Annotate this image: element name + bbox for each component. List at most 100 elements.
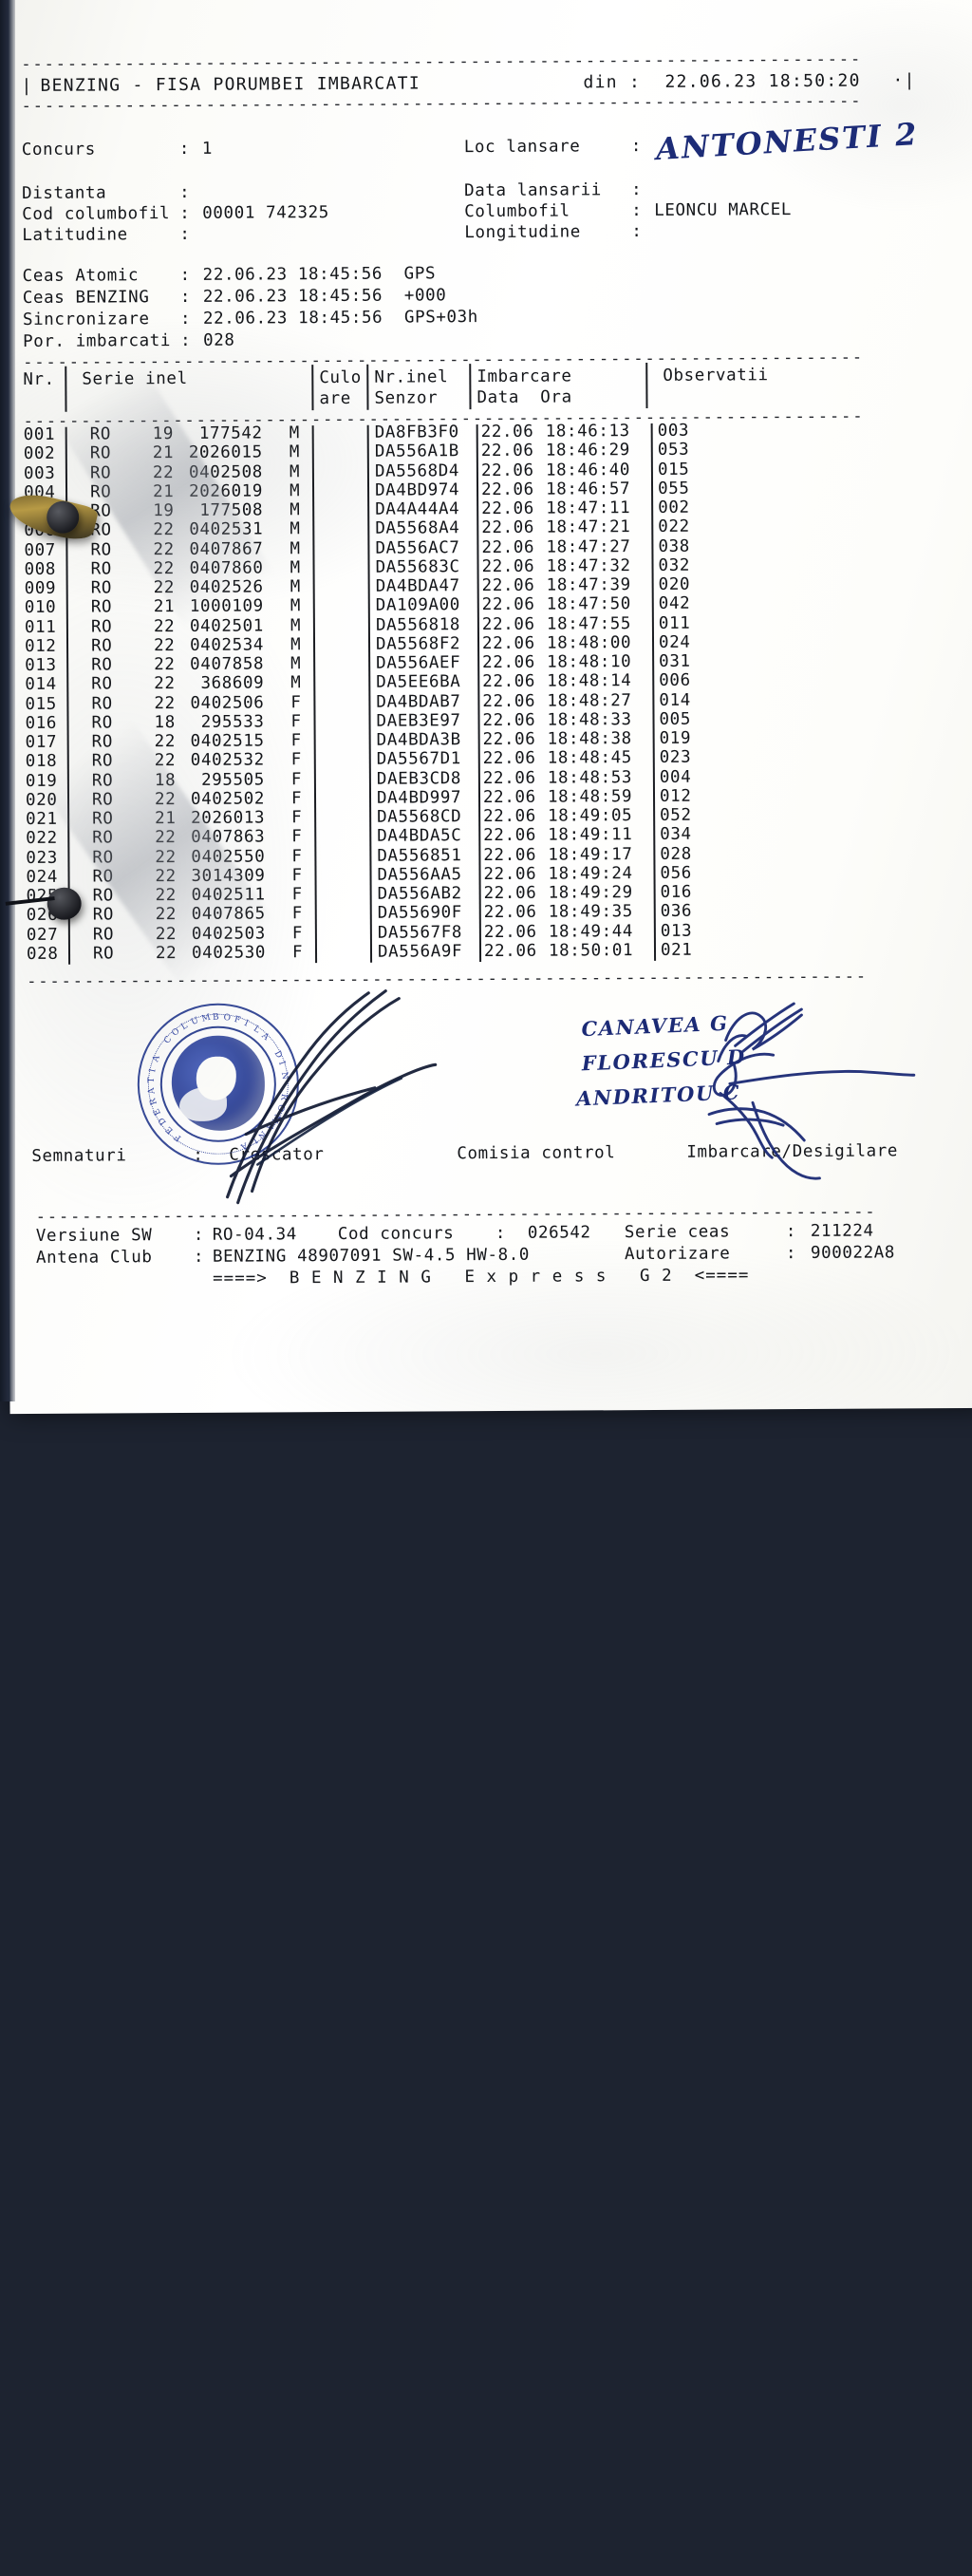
table-cell-country: RO — [91, 790, 114, 810]
col-sep-culoare — [311, 365, 314, 411]
table-cell-country: RO — [91, 674, 113, 694]
table-cell-ring: 0402530 — [191, 943, 267, 963]
table-cell-nr: 017 — [25, 732, 58, 752]
col-sep-senzor — [366, 364, 369, 410]
table-cell-data: 22.06 — [481, 633, 535, 653]
table-cell-country: RO — [91, 655, 113, 675]
table-cell-year: 18 — [154, 712, 176, 732]
field-sincronizare-value: 22.06.23 18:45:56 — [202, 308, 383, 329]
table-cell-senzor: DA4BD997 — [376, 787, 462, 808]
table-cell-sex: M — [290, 673, 302, 693]
table-cell-ring: 0402503 — [191, 923, 266, 944]
table-cell-country: RO — [89, 424, 112, 444]
table-cell-data: 22.06 — [483, 902, 537, 923]
table-cell-year: 22 — [155, 828, 177, 848]
table-cell-obs: 034 — [660, 824, 692, 845]
stamp-arc-char: O — [274, 1102, 287, 1114]
table-cell-sex: F — [291, 885, 303, 905]
title-bar-left-pipe: | — [21, 75, 33, 96]
handwritten-name-1: CANAVEA G — [581, 1010, 730, 1042]
table-cell-senzor: DA5568CD — [377, 807, 462, 827]
title-bar-right-pipe: ·| — [892, 70, 916, 91]
table-cell-obs: 002 — [658, 498, 690, 517]
footer-cod-concurs-sep: : — [495, 1223, 507, 1243]
table-cell-sex: F — [291, 827, 303, 847]
stamp-arc-char: T — [146, 1077, 157, 1083]
table-cell-senzor: DA5EE6BA — [376, 672, 461, 692]
footer-antena-club-label: Antena Club — [35, 1248, 153, 1268]
table-cell-senzor: DA556851 — [377, 845, 462, 866]
table-cell-nr: 024 — [26, 867, 59, 887]
document-body: ----------------------------------------… — [0, 0, 972, 1401]
field-columbofil-value: LEONCU MARCEL — [654, 200, 793, 220]
col-header-culoare-line2: are — [319, 388, 351, 409]
rule-above-footer: ----------------------------------------… — [35, 1202, 877, 1227]
table-cell-nr: 020 — [25, 790, 58, 810]
stamp-arc-char — [157, 1047, 166, 1054]
table-cell-data: 22.06 — [482, 671, 536, 692]
table-cell-year: 22 — [155, 924, 178, 944]
table-cell-ora: 18:46:29 — [545, 441, 630, 461]
table-cell-country: RO — [91, 713, 113, 733]
stamp-arc-char: A — [146, 1086, 158, 1095]
table-cell-data: 22.06 — [482, 652, 535, 673]
col-header-senzor-line1: Nr.inel — [374, 367, 449, 387]
table-cell-senzor: DA556818 — [375, 614, 461, 635]
table-cell-nr: 006 — [24, 521, 56, 541]
table-cell-nr: 005 — [24, 501, 56, 521]
table-cell-country: RO — [92, 924, 115, 945]
table-cell-country: RO — [90, 559, 112, 579]
table-cell-ring: 0402511 — [191, 885, 266, 905]
table-cell-sex: F — [291, 942, 304, 963]
table-cell-obs: 019 — [659, 728, 692, 748]
table-cell-ring: 0402526 — [189, 577, 264, 597]
table-cell-senzor: DA556A1B — [374, 442, 459, 461]
table-cell-nr: 016 — [25, 713, 58, 733]
stamp-arc-char: E — [163, 1123, 176, 1136]
table-cell-nr: 014 — [25, 675, 57, 695]
table-cell-country: RO — [92, 944, 115, 964]
stamp-arc-char: F — [172, 1131, 183, 1143]
stamp-arc-char: O — [170, 1025, 183, 1039]
col-header-observatii: Observatii — [663, 366, 769, 385]
table-cell-data: 22.06 — [482, 787, 536, 807]
field-distanta-label: Distanta — [22, 183, 107, 203]
table-cell-sex: M — [289, 423, 300, 443]
table-cell-data: 22.06 — [480, 441, 534, 461]
table-cell-ring: 177508 — [189, 500, 264, 520]
table-cell-nr: 019 — [25, 771, 58, 791]
footer-cod-concurs-label: Cod concurs — [337, 1224, 455, 1244]
field-ceas-atomic-suffix: GPS — [403, 264, 437, 284]
table-cell-obs: 014 — [659, 690, 691, 710]
rule-under-title: ----------------------------------------… — [21, 91, 863, 116]
table-cell-ora: 18:48:00 — [546, 632, 632, 653]
body-sep-senzor — [366, 424, 372, 963]
table-cell-sex: F — [290, 731, 302, 751]
table-cell-ring: 295505 — [190, 769, 265, 790]
field-ceas-atomic-label: Ceas Atomic — [22, 266, 140, 286]
table-cell-obs: 020 — [658, 574, 691, 594]
stamp-arc-char: U — [189, 1015, 201, 1028]
table-cell-obs: 055 — [657, 479, 690, 498]
table-cell-sex: M — [290, 615, 302, 635]
table-cell-ora: 18:46:13 — [545, 422, 630, 442]
table-cell-ora: 18:48:53 — [547, 767, 633, 788]
table-cell-obs: 011 — [658, 613, 691, 633]
table-cell-sex: F — [290, 769, 303, 789]
table-cell-data: 22.06 — [481, 498, 534, 519]
table-cell-country: RO — [92, 886, 114, 906]
field-ceas-benzing-sep: : — [179, 287, 191, 307]
table-cell-nr: 007 — [24, 540, 56, 560]
table-cell-ring: 1000109 — [189, 596, 264, 617]
table-cell-country: RO — [89, 482, 112, 502]
table-cell-ora: 18:48:38 — [547, 729, 632, 749]
table-cell-ring: 0402515 — [190, 731, 265, 751]
table-cell-nr: 018 — [25, 752, 58, 772]
table-cell-sex: M — [290, 634, 302, 655]
table-cell-ora: 18:47:50 — [546, 594, 631, 614]
table-cell-senzor: DA4BD974 — [374, 479, 460, 500]
col-sep-imbarcare — [469, 364, 472, 410]
table-cell-obs: 056 — [660, 863, 692, 883]
stamp-arc-char: N — [278, 1071, 290, 1081]
table-cell-ring: 177542 — [188, 423, 263, 443]
